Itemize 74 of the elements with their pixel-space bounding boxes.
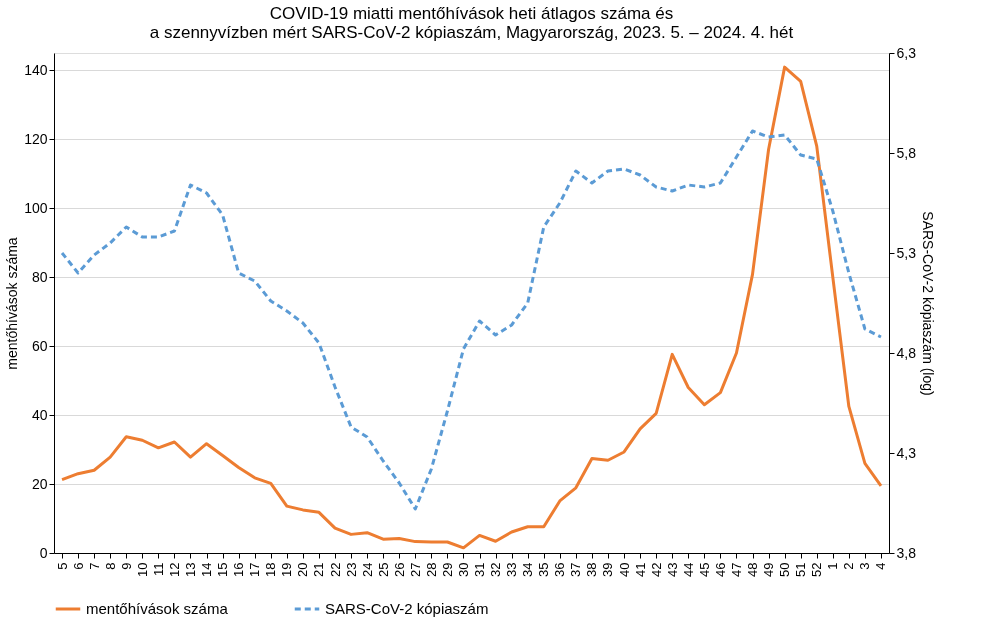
x-tick-label: 11 bbox=[150, 562, 166, 576]
y2-tick-label: 4,3 bbox=[896, 444, 917, 461]
line-series bbox=[60, 129, 883, 511]
x-tick-label: 33 bbox=[504, 562, 520, 577]
x-tick-label: 17 bbox=[247, 562, 263, 577]
x-tick-label: 15 bbox=[215, 562, 231, 577]
text: a szennyvízben mért SARS-CoV-2 kópiaszám, Magyarország, 2023. 5. – 2024. 4. hét bbox=[149, 23, 794, 42]
x-tick-label: 27 bbox=[407, 562, 423, 577]
x-tick-label: 52 bbox=[809, 562, 825, 577]
y-tick-label: 100 bbox=[24, 199, 48, 216]
y-tick-label: 80 bbox=[31, 268, 48, 285]
x-tick-label: 2 bbox=[841, 562, 857, 570]
x-tick-label: 12 bbox=[166, 562, 182, 577]
x-tick-label: 37 bbox=[568, 562, 584, 577]
x-tick-label: 43 bbox=[664, 562, 680, 577]
x-tick-label: 35 bbox=[536, 562, 552, 577]
x-tick-label: 26 bbox=[391, 562, 407, 577]
x-tick-label: 5 bbox=[54, 562, 70, 570]
y2-tick-label: 5,8 bbox=[896, 144, 917, 161]
x-tick-label: 20 bbox=[295, 562, 311, 577]
x-tick-label: 30 bbox=[455, 562, 471, 577]
y2-tick-label: 6,3 bbox=[896, 44, 917, 61]
x-tick-label: 47 bbox=[728, 562, 744, 577]
x-tick-label: 44 bbox=[680, 562, 696, 577]
y-axis-title: mentőhívások száma bbox=[4, 237, 21, 370]
x-tick-label: 45 bbox=[696, 562, 712, 577]
legend-label: SARS-CoV-2 kópiaszám bbox=[325, 600, 489, 617]
x-tick-label: 13 bbox=[182, 562, 198, 577]
x-tick-label: 51 bbox=[793, 562, 809, 577]
y-tick-label: 40 bbox=[31, 406, 48, 423]
x-tick-label: 36 bbox=[552, 562, 568, 577]
y-tick-label: 140 bbox=[24, 61, 48, 78]
y-tick-label: 60 bbox=[31, 337, 48, 354]
x-tick-label: 22 bbox=[327, 562, 343, 577]
y-tick-label: 120 bbox=[24, 130, 48, 147]
y2-tick-label: 5,3 bbox=[896, 244, 917, 261]
x-tick-label: 46 bbox=[712, 562, 728, 577]
y2-axis-title: SARS-CoV-2 kópiaszám (log) bbox=[919, 211, 936, 396]
text: COVID-19 miatti mentőhívások heti átlagos száma és bbox=[269, 4, 674, 23]
x-tick-label: 34 bbox=[520, 562, 536, 577]
x-tick-label: 42 bbox=[648, 562, 664, 577]
y-tick-label: 20 bbox=[31, 475, 48, 492]
x-tick-label: 18 bbox=[263, 562, 279, 577]
x-tick-label: 32 bbox=[488, 562, 504, 577]
y-tick-label: 0 bbox=[39, 544, 48, 561]
x-tick-label: 48 bbox=[745, 562, 761, 577]
x-tick-label: 4 bbox=[873, 562, 889, 570]
x-tick-label: 24 bbox=[359, 562, 375, 577]
x-tick-label: 39 bbox=[600, 562, 616, 577]
x-tick-label: 49 bbox=[761, 562, 777, 577]
x-tick-label: 38 bbox=[584, 562, 600, 577]
y2-tick-label: 3,8 bbox=[896, 544, 917, 561]
x-tick-label: 7 bbox=[86, 562, 102, 570]
x-tick-label: 23 bbox=[343, 562, 359, 577]
x-tick-label: 25 bbox=[375, 562, 391, 577]
x-tick-label: 3 bbox=[857, 562, 873, 570]
x-tick-label: 10 bbox=[134, 562, 150, 577]
x-tick-label: 21 bbox=[311, 562, 327, 577]
x-tick-label: 50 bbox=[777, 562, 793, 577]
x-tick-label: 29 bbox=[439, 562, 455, 577]
x-tick-label: 16 bbox=[231, 562, 247, 577]
line-series bbox=[60, 65, 883, 550]
x-tick-label: 28 bbox=[423, 562, 439, 577]
x-tick-label: 6 bbox=[70, 562, 86, 570]
x-tick-label: 8 bbox=[102, 562, 118, 570]
x-tick-label: 9 bbox=[118, 562, 134, 570]
x-tick-label: 41 bbox=[632, 562, 648, 577]
x-tick-label: 31 bbox=[472, 562, 488, 577]
x-tick-label: 40 bbox=[616, 562, 632, 577]
x-tick-label: 19 bbox=[279, 562, 295, 577]
x-tick-label: 1 bbox=[825, 562, 841, 570]
x-tick-label: 14 bbox=[199, 562, 215, 577]
y2-tick-label: 4,8 bbox=[896, 344, 917, 361]
legend-label: mentőhívások száma bbox=[86, 600, 229, 617]
